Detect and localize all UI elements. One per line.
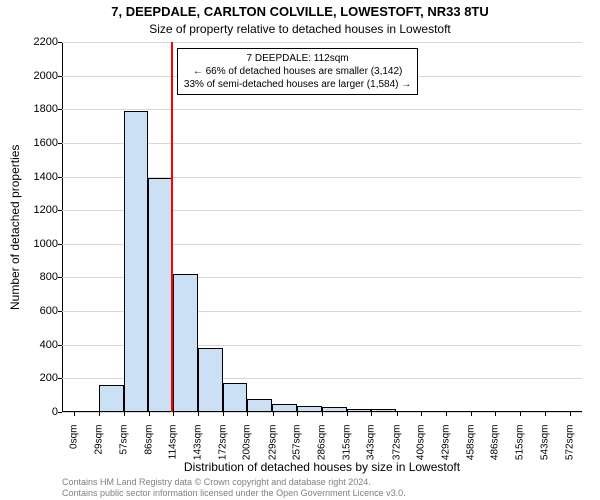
x-tick-label: 86sqm xyxy=(143,425,154,465)
footer-line-2: Contains public sector information licen… xyxy=(62,488,406,498)
x-tick-mark xyxy=(446,412,447,416)
y-tick-mark xyxy=(58,109,62,110)
y-axis-line xyxy=(62,42,63,412)
x-tick-label: 400sqm xyxy=(415,425,426,465)
chart-title-sub: Size of property relative to detached ho… xyxy=(0,22,600,36)
y-tick-label: 0 xyxy=(18,406,58,418)
histogram-bar xyxy=(371,409,396,412)
x-tick-label: 0sqm xyxy=(69,425,80,465)
histogram-bar xyxy=(322,407,347,412)
x-tick-mark xyxy=(520,412,521,416)
x-tick-mark xyxy=(247,412,248,416)
chart-title-main: 7, DEEPDALE, CARLTON COLVILLE, LOWESTOFT… xyxy=(0,4,600,19)
histogram-bar xyxy=(173,274,198,412)
plot-area: 7 DEEPDALE: 112sqm← 66% of detached hous… xyxy=(62,42,582,412)
x-tick-label: 286sqm xyxy=(317,425,328,465)
x-tick-label: 143sqm xyxy=(193,425,204,465)
histogram-bar xyxy=(223,383,248,412)
y-tick-mark xyxy=(58,277,62,278)
y-tick-label: 1200 xyxy=(18,204,58,216)
x-tick-label: 200sqm xyxy=(242,425,253,465)
y-tick-mark xyxy=(58,311,62,312)
x-tick-mark xyxy=(471,412,472,416)
x-tick-mark xyxy=(421,412,422,416)
x-tick-mark xyxy=(347,412,348,416)
x-tick-mark xyxy=(371,412,372,416)
y-tick-mark xyxy=(58,412,62,413)
y-tick-label: 200 xyxy=(18,372,58,384)
y-tick-label: 1800 xyxy=(18,103,58,115)
y-tick-label: 800 xyxy=(18,271,58,283)
x-tick-mark xyxy=(124,412,125,416)
y-tick-mark xyxy=(58,42,62,43)
y-axis-label: Number of detached properties xyxy=(8,42,22,412)
x-tick-label: 458sqm xyxy=(466,425,477,465)
x-tick-mark xyxy=(397,412,398,416)
y-tick-label: 2200 xyxy=(18,36,58,48)
x-tick-mark xyxy=(495,412,496,416)
y-tick-label: 1600 xyxy=(18,137,58,149)
x-tick-mark xyxy=(297,412,298,416)
y-tick-mark xyxy=(58,143,62,144)
histogram-bar xyxy=(198,348,223,412)
footer-attribution: Contains HM Land Registry data © Crown c… xyxy=(62,477,406,498)
footer-line-1: Contains HM Land Registry data © Crown c… xyxy=(62,477,406,487)
x-tick-label: 257sqm xyxy=(291,425,302,465)
x-tick-label: 172sqm xyxy=(218,425,229,465)
x-tick-label: 429sqm xyxy=(440,425,451,465)
histogram-bar xyxy=(272,404,297,412)
y-tick-mark xyxy=(58,210,62,211)
x-tick-mark xyxy=(570,412,571,416)
x-tick-label: 343sqm xyxy=(366,425,377,465)
y-tick-mark xyxy=(58,345,62,346)
reference-line xyxy=(171,42,173,412)
annotation-line-3: 33% of semi-detached houses are larger (… xyxy=(184,78,411,91)
x-tick-label: 572sqm xyxy=(564,425,575,465)
x-tick-mark xyxy=(545,412,546,416)
annotation-box: 7 DEEPDALE: 112sqm← 66% of detached hous… xyxy=(177,48,418,95)
x-tick-label: 229sqm xyxy=(267,425,278,465)
y-tick-mark xyxy=(58,244,62,245)
x-tick-mark xyxy=(223,412,224,416)
histogram-bar xyxy=(297,406,322,412)
x-tick-label: 315sqm xyxy=(342,425,353,465)
y-tick-mark xyxy=(58,76,62,77)
x-tick-label: 543sqm xyxy=(539,425,550,465)
y-tick-label: 2000 xyxy=(18,70,58,82)
y-tick-label: 1400 xyxy=(18,171,58,183)
grid-line xyxy=(62,42,582,43)
x-tick-mark xyxy=(74,412,75,416)
x-tick-label: 372sqm xyxy=(391,425,402,465)
x-tick-label: 515sqm xyxy=(515,425,526,465)
histogram-bar xyxy=(247,399,272,412)
x-tick-label: 57sqm xyxy=(118,425,129,465)
histogram-bar xyxy=(124,111,149,412)
y-tick-label: 400 xyxy=(18,339,58,351)
y-tick-mark xyxy=(58,378,62,379)
annotation-line-2: ← 66% of detached houses are smaller (3,… xyxy=(184,65,411,78)
x-tick-mark xyxy=(173,412,174,416)
x-tick-mark xyxy=(198,412,199,416)
y-tick-label: 600 xyxy=(18,305,58,317)
x-tick-label: 486sqm xyxy=(490,425,501,465)
x-tick-label: 29sqm xyxy=(94,425,105,465)
annotation-line-1: 7 DEEPDALE: 112sqm xyxy=(184,52,411,65)
y-tick-label: 1000 xyxy=(18,238,58,250)
histogram-bar xyxy=(347,409,372,412)
histogram-bar xyxy=(148,178,173,412)
x-tick-mark xyxy=(273,412,274,416)
x-tick-mark xyxy=(99,412,100,416)
x-tick-mark xyxy=(322,412,323,416)
y-tick-mark xyxy=(58,177,62,178)
histogram-bar xyxy=(99,385,124,412)
x-tick-mark xyxy=(149,412,150,416)
x-tick-label: 114sqm xyxy=(167,425,178,465)
